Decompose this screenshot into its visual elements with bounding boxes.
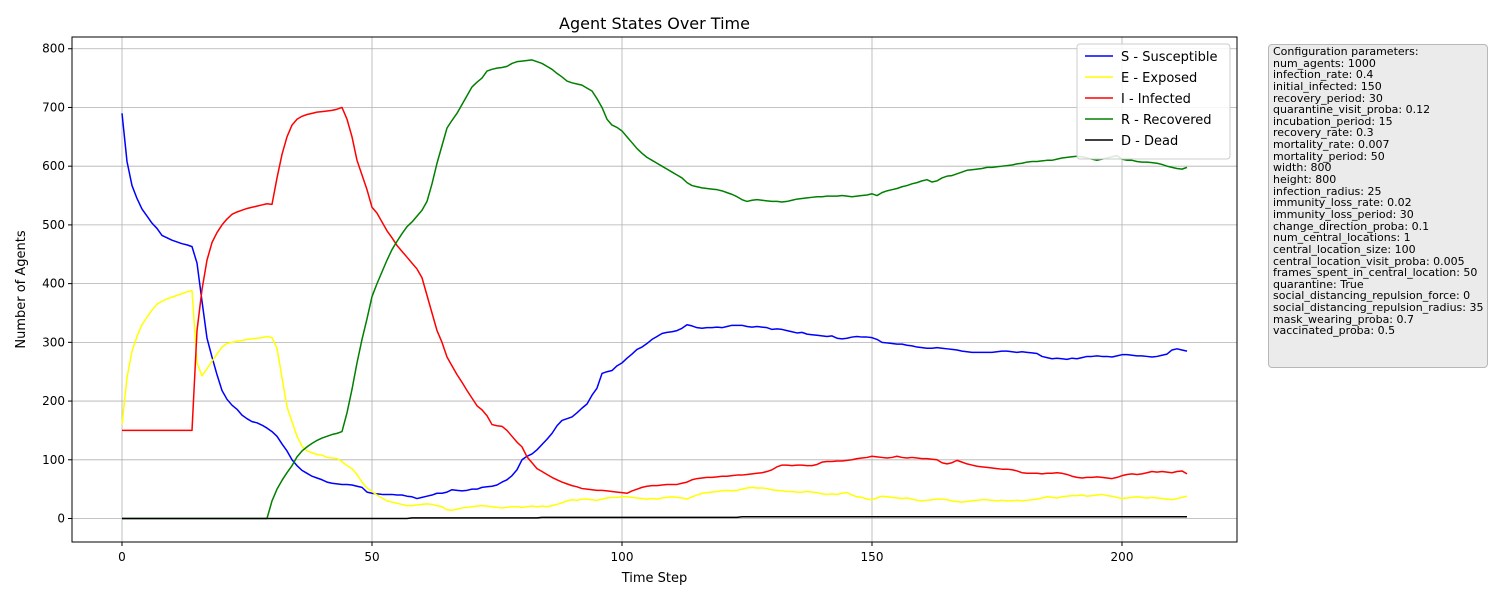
series-line-infected bbox=[122, 106, 1188, 495]
config-line: mortality_period: 50 bbox=[1273, 149, 1385, 163]
config-line: immunity_loss_rate: 0.02 bbox=[1273, 196, 1412, 210]
config-line: num_agents: 1000 bbox=[1273, 56, 1376, 70]
config-line: change_direction_proba: 0.1 bbox=[1273, 219, 1430, 233]
y-tick-label: 800 bbox=[42, 42, 65, 56]
config-line: incubation_period: 15 bbox=[1273, 114, 1393, 128]
y-tick-label: 0 bbox=[57, 512, 65, 526]
y-tick-label: 100 bbox=[42, 453, 65, 467]
config-line: central_location_visit_proba: 0.005 bbox=[1273, 254, 1465, 268]
y-tick-label: 700 bbox=[42, 100, 65, 114]
legend-label-recovered: R - Recovered bbox=[1121, 113, 1212, 128]
grid bbox=[72, 37, 1237, 542]
x-tick-label: 50 bbox=[364, 550, 379, 564]
config-line: recovery_rate: 0.3 bbox=[1273, 126, 1374, 140]
axis-ticks: 0 50 100 150 200 0 100 200 300 400 500 600 700 800 bbox=[42, 42, 1133, 564]
config-line: num_central_locations: 1 bbox=[1273, 231, 1411, 245]
config-line: quarantine: True bbox=[1273, 277, 1364, 291]
series-line-susceptible bbox=[121, 113, 1188, 500]
config-line: infection_rate: 0.4 bbox=[1273, 68, 1374, 82]
config-line: infection_radius: 25 bbox=[1273, 184, 1382, 198]
series-line-recovered bbox=[122, 59, 1188, 520]
y-axis-title: Number of Agents bbox=[14, 230, 29, 348]
x-tick-label: 100 bbox=[611, 550, 634, 564]
configuration-parameters-box: Configuration parameters: num_agents: 10… bbox=[1268, 44, 1488, 368]
y-tick-label: 600 bbox=[42, 159, 65, 173]
series-lines bbox=[121, 59, 1188, 520]
config-line: frames_spent_in_central_location: 50 bbox=[1273, 266, 1478, 280]
x-tick-label: 150 bbox=[861, 550, 884, 564]
series-line-dead bbox=[122, 516, 1187, 520]
chart-title: Agent States Over Time bbox=[559, 14, 750, 33]
x-axis-title: Time Step bbox=[621, 571, 688, 586]
legend-label-susceptible: S - Susceptible bbox=[1121, 50, 1217, 65]
legend-box bbox=[1076, 43, 1231, 160]
y-tick-label: 500 bbox=[42, 218, 65, 232]
config-line: height: 800 bbox=[1273, 173, 1337, 187]
config-line: central_location_size: 100 bbox=[1273, 242, 1416, 256]
x-tick-label: 200 bbox=[1111, 550, 1134, 564]
legend-label-dead: D - Dead bbox=[1121, 134, 1178, 149]
x-tick-label: 0 bbox=[118, 550, 126, 564]
y-tick-label: 400 bbox=[42, 277, 65, 291]
config-line: social_distancing_repulsion_force: 0 bbox=[1273, 289, 1471, 303]
y-tick-label: 200 bbox=[42, 394, 65, 408]
y-tick-label: 300 bbox=[42, 335, 65, 349]
config-line: mask_wearing_proba: 0.7 bbox=[1273, 312, 1415, 326]
config-line: Configuration parameters: bbox=[1273, 45, 1419, 58]
plot-frame bbox=[71, 36, 1238, 543]
legend: S - Susceptible E - Exposed I - Infected R … bbox=[1076, 43, 1231, 160]
config-line: mortality_rate: 0.007 bbox=[1273, 138, 1390, 152]
config-line: quarantine_visit_proba: 0.12 bbox=[1273, 103, 1431, 117]
config-line: recovery_period: 30 bbox=[1273, 91, 1383, 105]
config-line: social_distancing_repulsion_radius: 35 bbox=[1273, 301, 1484, 315]
config-line: width: 800 bbox=[1273, 161, 1332, 175]
config-line: initial_infected: 150 bbox=[1273, 79, 1382, 93]
legend-label-exposed: E - Exposed bbox=[1121, 71, 1197, 86]
config-line: vaccinated_proba: 0.5 bbox=[1273, 324, 1396, 338]
config-line: immunity_loss_period: 30 bbox=[1273, 207, 1414, 221]
series-line-exposed bbox=[121, 289, 1188, 512]
legend-label-infected: I - Infected bbox=[1121, 92, 1191, 107]
